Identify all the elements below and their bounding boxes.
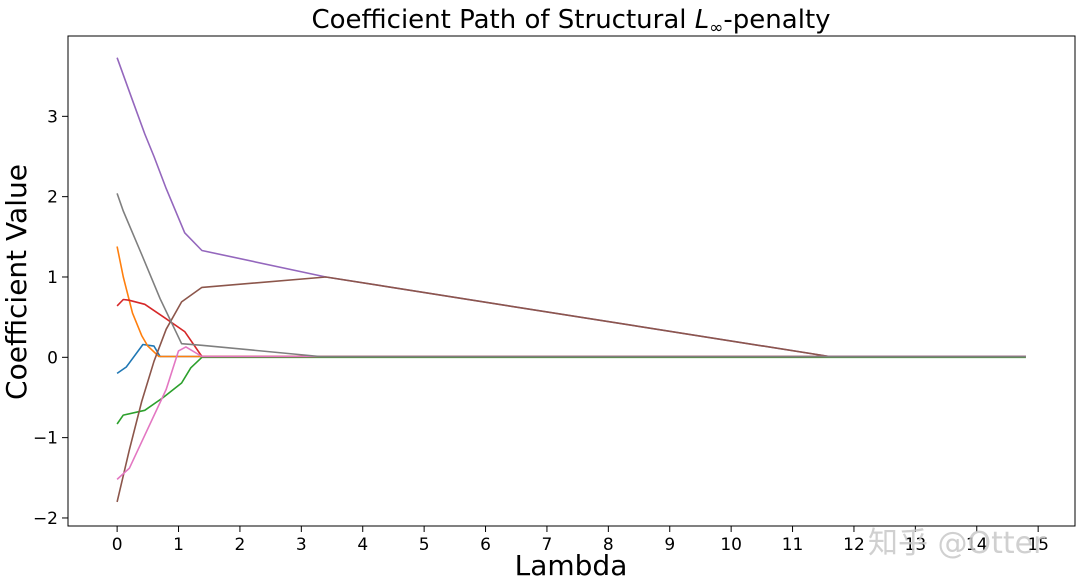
chart-title: Coefficient Path of Structural L∞-penalt… [311,5,830,38]
x-tick-label: 3 [296,535,307,555]
x-tick-label: 13 [905,535,927,555]
y-tick-label: 3 [47,107,58,127]
series-lines [116,57,1026,503]
series-line-5 [116,57,1026,358]
x-tick-label: 10 [720,535,742,555]
watermark-text: 知乎 @Otter [868,526,1046,561]
series-line-6 [116,276,1026,503]
x-tick-label: 6 [480,535,491,555]
x-axis-label: Lambda [515,549,628,582]
x-tick-label: 4 [357,535,368,555]
series-line-7 [116,346,1026,480]
plot-frame [67,35,1076,527]
series-line-1 [116,343,1026,375]
x-tick-label: 5 [419,535,430,555]
x-tick-label: 1 [173,535,184,555]
x-tick-label: 0 [112,535,123,555]
chart-title-subscript: ∞ [709,18,723,38]
y-tick-label: −2 [33,509,58,529]
series-line-8 [116,193,1026,358]
x-axis-ticks: 0 1 2 3 4 5 6 7 8 9 10 11 12 13 14 15 [112,526,1049,555]
y-tick-label: 1 [47,268,58,288]
series-line-2 [116,246,1026,358]
y-tick-label: 0 [47,348,58,368]
series-line-4 [116,298,1026,358]
series-line-3 [116,356,1026,425]
chart-title-prefix: Coefficient Path of Structural [311,5,694,35]
x-tick-label: 11 [782,535,804,555]
x-tick-label: 7 [542,535,553,555]
x-tick-label: 9 [664,535,675,555]
y-tick-label: −1 [33,429,58,449]
x-tick-label: 15 [1027,535,1049,555]
x-tick-label: 2 [235,535,246,555]
chart-title-suffix: -penalty [723,5,830,35]
y-axis-label: Coefficient Value [0,164,33,400]
x-tick-label: 12 [843,535,865,555]
x-tick-label: 14 [966,535,988,555]
y-axis-ticks: −2 −1 0 1 2 3 [33,107,68,529]
y-tick-label: 2 [47,188,58,208]
chart-title-symbol: L [695,5,710,35]
x-tick-label: 8 [603,535,614,555]
